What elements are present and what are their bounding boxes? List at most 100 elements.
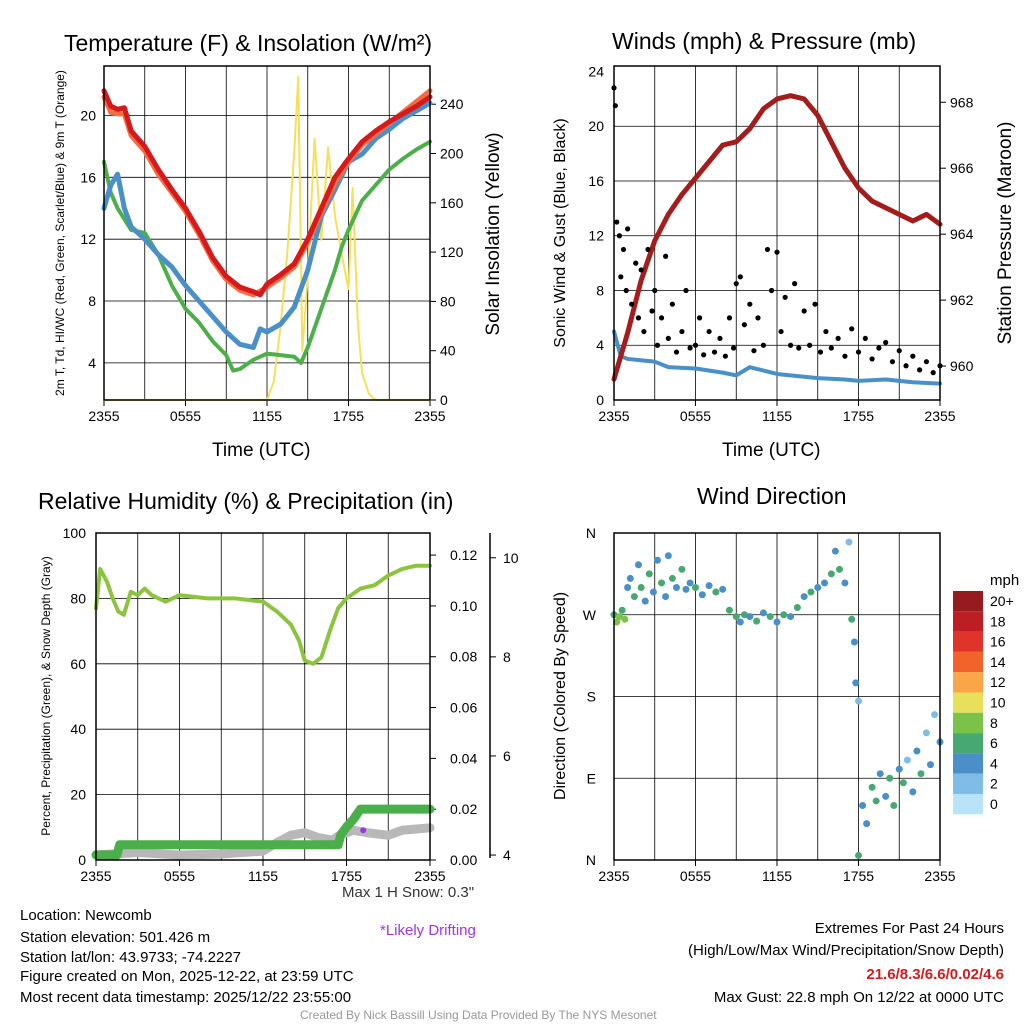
wind-direction-point — [719, 585, 727, 593]
y-tick-label: 0 — [78, 852, 86, 868]
extremes-subtitle: (High/Low/Max Wind/Precipitation/Snow De… — [688, 942, 1004, 959]
wind-direction-point — [686, 579, 694, 587]
wind-y-label: Sonic Wind & Gust (Blue, Black) — [552, 118, 569, 348]
wind-direction-point — [692, 584, 699, 591]
gust-point — [624, 226, 631, 232]
y-tick-label: 40 — [70, 721, 86, 737]
gust-point — [796, 345, 802, 351]
gust-point — [778, 328, 784, 335]
gust-point — [792, 281, 798, 287]
wind-direction-point — [913, 747, 921, 755]
plot-frame — [95, 532, 431, 861]
y-right-tick-label: 160 — [440, 195, 464, 211]
gust-point — [726, 315, 733, 321]
snow-axis-tick-label: 6 — [503, 748, 511, 764]
gust-point — [645, 246, 651, 253]
gust-point — [687, 345, 693, 351]
x-tick-label: 1155 — [762, 408, 792, 424]
wind-direction-point — [800, 593, 808, 601]
series-solar-insolation — [103, 76, 431, 401]
wind-direction-point — [931, 711, 939, 719]
wind-direction-point — [753, 617, 761, 625]
wind-direction-point — [662, 593, 670, 601]
wind-direction-point — [621, 615, 629, 623]
wind-direction-point — [759, 609, 767, 617]
y-right-tick-label: 960 — [950, 358, 974, 374]
gust-point — [917, 367, 923, 373]
gust-point — [812, 301, 818, 307]
y-tick-label: W — [583, 607, 597, 623]
wind-panel-title: Winds (mph) & Pressure (mb) — [612, 28, 917, 54]
y-right-tick-label: 0.08 — [450, 649, 477, 665]
wind-direction-point — [841, 579, 849, 587]
legend-label: 10 — [990, 695, 1006, 711]
gust-point — [679, 328, 685, 335]
y-tick-label: 24 — [588, 63, 604, 79]
gust-point — [638, 267, 644, 273]
legend-label: 0 — [990, 796, 998, 812]
wind-direction-point — [821, 579, 829, 587]
wind-direction-point — [705, 582, 713, 590]
y-tick-label: 80 — [70, 590, 86, 606]
series-snow-depth — [91, 823, 435, 860]
y-tick-label: 12 — [588, 228, 604, 244]
x-tick-label: 2355 — [924, 868, 955, 884]
y-tick-label: 60 — [70, 656, 86, 672]
wind-direction-point — [698, 591, 706, 599]
gust-point — [635, 315, 642, 321]
wind-direction-point — [613, 618, 621, 626]
gust-point — [616, 233, 623, 239]
legend-swatch — [953, 692, 983, 713]
dir-y-label: Direction (Colored By Speed) — [552, 591, 569, 801]
gust-point — [618, 274, 624, 280]
y-tick-label: 100 — [63, 525, 87, 541]
wind-direction-point — [653, 556, 661, 564]
wind-direction-point — [624, 584, 632, 591]
snow-axis-tick-label: 4 — [503, 847, 511, 863]
legend-label: 14 — [990, 654, 1006, 670]
y-right-tick-label: 0.04 — [450, 750, 477, 766]
gust-point — [801, 308, 807, 314]
y-tick-label: S — [587, 689, 596, 705]
y-right-tick-label: 80 — [440, 293, 456, 309]
temp-y-right-label: Solar Insolation (Yellow) — [483, 132, 504, 336]
gust-point — [673, 349, 680, 355]
pressure-y-label: Station Pressure (Maroon) — [995, 121, 1016, 345]
gust-point — [692, 342, 699, 348]
wind-direction-point — [863, 820, 871, 828]
x-tick-label: 2355 — [80, 868, 111, 884]
wind-direction-point — [766, 613, 774, 621]
y-right-tick-label: 0.00 — [450, 852, 477, 868]
legend-swatch — [953, 631, 983, 652]
snow-axis-tick-label: 10 — [503, 550, 519, 566]
wind-direction-point — [626, 574, 634, 582]
gust-point — [910, 353, 916, 359]
wind-direction-point — [831, 547, 839, 555]
created-text: Figure created on Mon, 2025-12-22, at 23… — [20, 968, 354, 985]
x-tick-label: 1755 — [333, 408, 364, 424]
wind-direction-point — [807, 588, 815, 596]
gust-point — [658, 315, 665, 321]
y-right-tick-label: 962 — [950, 292, 974, 308]
drifting-point — [360, 827, 367, 834]
gust-point — [706, 328, 712, 335]
legend-swatch — [953, 651, 983, 673]
y-right-tick-label: 200 — [440, 146, 464, 162]
wind-direction-point — [630, 593, 638, 601]
y-tick-label: 0 — [596, 392, 604, 408]
temp-x-label: Time (UTC) — [212, 440, 311, 461]
series-relative-humidity — [94, 563, 432, 666]
wind-direction-point — [827, 570, 835, 578]
wind-direction-point — [787, 613, 795, 621]
y-right-tick-label: 0.02 — [450, 801, 477, 817]
drifting-note: *Likely Drifting — [380, 922, 476, 939]
gust-point — [669, 301, 676, 307]
wind-direction-point — [855, 697, 862, 705]
gust-point — [903, 363, 909, 369]
wind-direction-point — [725, 606, 733, 614]
y-right-tick-label: 40 — [440, 343, 456, 359]
x-tick-label: 2355 — [598, 868, 629, 884]
legend-label: 18 — [990, 613, 1006, 629]
gust-point — [930, 370, 936, 376]
temp-panel-title: Temperature (F) & Insolation (W/m²) — [64, 30, 433, 56]
